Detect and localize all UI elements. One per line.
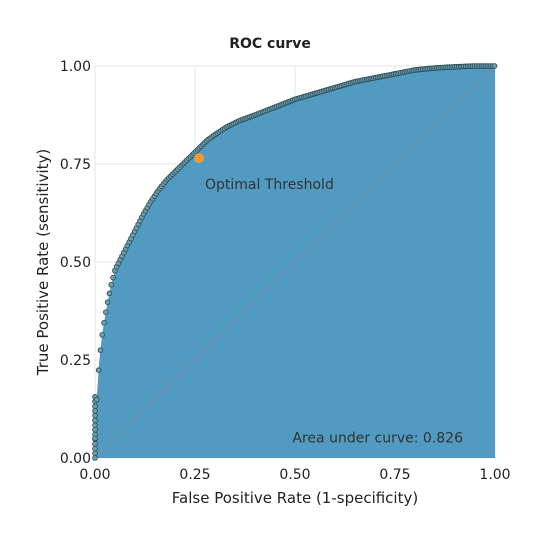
roc-point xyxy=(95,367,102,373)
auc-annotation: Area under curve: 0.826 xyxy=(292,430,463,446)
roc-point xyxy=(92,435,98,442)
roc-point xyxy=(97,347,104,354)
roc-point xyxy=(92,412,98,419)
roc-point xyxy=(92,455,98,461)
optimal-threshold-point xyxy=(194,153,204,164)
roc-point xyxy=(104,299,111,305)
roc-point xyxy=(92,417,98,424)
roc-point xyxy=(92,408,98,414)
x-tick-label: 1.00 xyxy=(479,467,510,483)
x-axis-ticks: 0.00 0.25 0.50 0.75 1.00 xyxy=(79,467,510,483)
y-tick-label: 1.00 xyxy=(60,59,91,75)
y-axis-label: True Positive Rate (sensitivity) xyxy=(34,149,52,376)
y-tick-label: 0.75 xyxy=(60,157,91,173)
chance-diagonal xyxy=(94,65,496,459)
roc-point xyxy=(110,274,116,281)
roc-point xyxy=(92,422,98,428)
y-tick-label: 0.50 xyxy=(60,255,91,271)
x-axis-label: False Positive Rate (1-specificity) xyxy=(172,489,418,507)
y-axis-ticks: 0.00 0.25 0.50 0.75 1.00 xyxy=(60,59,91,467)
roc-point xyxy=(491,63,498,69)
roc-point xyxy=(92,403,98,410)
roc-point xyxy=(92,426,98,433)
x-tick-label: 0.50 xyxy=(279,467,310,483)
roc-point xyxy=(108,281,114,288)
y-tick-label: 0.00 xyxy=(60,451,91,467)
roc-point xyxy=(94,396,100,403)
roc-point xyxy=(106,290,113,297)
roc-point xyxy=(101,319,107,326)
x-tick-label: 0.75 xyxy=(379,467,410,483)
optimal-threshold-label: Optimal Threshold xyxy=(205,177,334,193)
roc-point xyxy=(92,441,98,447)
chart-title: ROC curve xyxy=(229,36,311,52)
x-tick-label: 0.00 xyxy=(79,467,110,483)
roc-point xyxy=(99,332,105,338)
y-tick-label: 0.25 xyxy=(60,353,91,369)
roc-points xyxy=(92,63,498,461)
x-tick-label: 0.25 xyxy=(179,467,210,483)
roc-point xyxy=(103,309,109,315)
roc-point xyxy=(92,450,98,457)
roc-point xyxy=(92,445,98,452)
